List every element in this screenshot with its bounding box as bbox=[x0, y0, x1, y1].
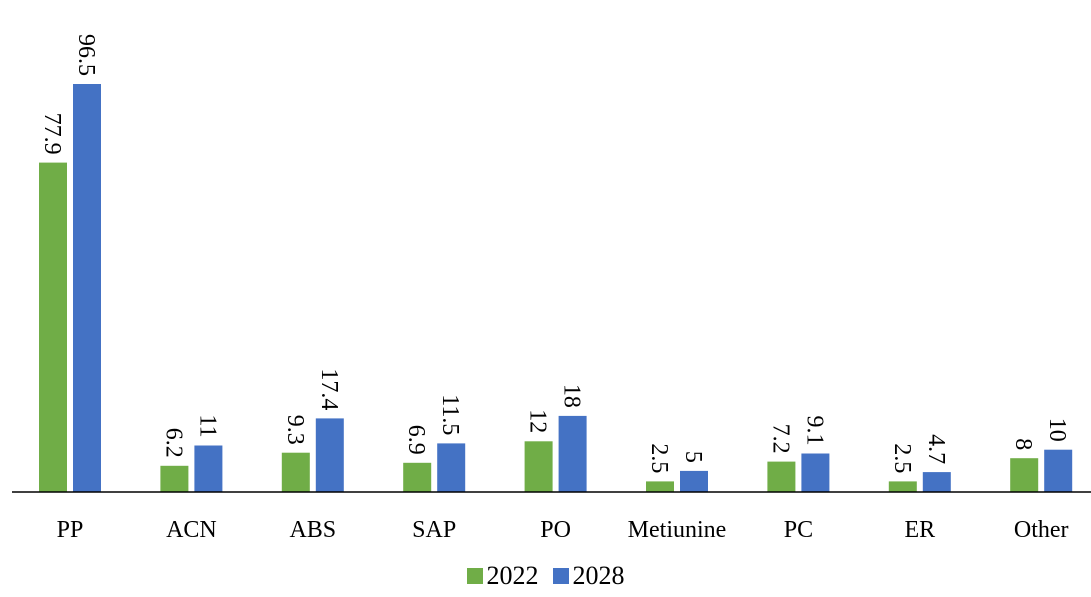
value-label-2028-pp: 96.5 bbox=[73, 34, 99, 76]
value-label-2028-po: 18 bbox=[559, 384, 585, 408]
legend-label-2028: 2028 bbox=[572, 561, 625, 590]
value-label-2022-pp: 77.9 bbox=[39, 113, 65, 155]
bar-2028-po bbox=[558, 415, 587, 492]
category-label-er: ER bbox=[904, 517, 935, 543]
value-label-2028-sap: 11.5 bbox=[437, 394, 463, 435]
value-label-2022-metiunine: 2.5 bbox=[646, 443, 672, 473]
category-label-pc: PC bbox=[784, 517, 813, 543]
value-label-2022-abs: 9.3 bbox=[282, 415, 308, 445]
value-label-2028-acn: 11 bbox=[194, 414, 220, 437]
bar-2022-pc bbox=[767, 461, 796, 492]
bar-2022-abs bbox=[281, 452, 310, 492]
category-label-abs: ABS bbox=[289, 517, 336, 543]
category-label-acn: ACN bbox=[166, 517, 217, 543]
bar-2022-sap bbox=[403, 462, 432, 492]
legend-swatch-2028 bbox=[552, 568, 569, 584]
legend-swatch-2022 bbox=[466, 568, 483, 584]
legend-label-2022: 2022 bbox=[486, 561, 539, 590]
bar-2028-acn bbox=[194, 445, 223, 492]
category-label-other: Other bbox=[1014, 517, 1069, 543]
bars-group bbox=[39, 84, 1073, 492]
bar-chart: 77.9 96.5 6.2 11 9.3 17.4 6.9 11.5 12 18 2.5 5 7.2 9.… bbox=[12, 34, 1091, 543]
category-labels-group: PP ACN ABS SAP PO Metiunine PC ER Other bbox=[57, 517, 1069, 543]
bar-2022-pp bbox=[39, 162, 67, 492]
legend-item-2022: 2022 bbox=[466, 561, 539, 591]
value-label-2022-po: 12 bbox=[525, 409, 551, 433]
bar-2028-abs bbox=[315, 418, 344, 492]
legend: 2022 2028 bbox=[0, 559, 1091, 593]
value-label-2028-other: 10 bbox=[1044, 418, 1070, 442]
value-label-2022-er: 2.5 bbox=[889, 443, 915, 473]
bar-2022-er bbox=[888, 481, 917, 492]
legend-item-2028: 2028 bbox=[552, 561, 625, 591]
value-label-2028-metiunine: 5 bbox=[680, 451, 706, 463]
bar-2022-po bbox=[524, 441, 553, 492]
bar-2022-other bbox=[1010, 458, 1039, 492]
value-label-2022-other: 8 bbox=[1010, 438, 1036, 450]
category-label-metiunine: Metiunine bbox=[628, 517, 727, 543]
bar-2022-acn bbox=[160, 465, 189, 492]
category-label-pp: PP bbox=[57, 517, 84, 543]
bar-2028-er bbox=[922, 472, 951, 492]
bar-2028-other bbox=[1044, 449, 1073, 492]
bar-2028-metiunine bbox=[680, 470, 708, 492]
value-label-2022-acn: 6.2 bbox=[160, 428, 186, 458]
value-label-2028-pc: 9.1 bbox=[801, 416, 827, 446]
category-label-sap: SAP bbox=[412, 517, 456, 543]
value-label-2028-abs: 17.4 bbox=[316, 368, 342, 410]
category-label-po: PO bbox=[540, 517, 571, 543]
value-label-2028-er: 4.7 bbox=[923, 434, 949, 464]
bar-2028-pp bbox=[73, 84, 101, 492]
value-labels-group: 77.9 96.5 6.2 11 9.3 17.4 6.9 11.5 12 18 2.5 5 7.2 9.… bbox=[39, 34, 1070, 473]
value-label-2022-sap: 6.9 bbox=[403, 425, 429, 455]
bar-2028-sap bbox=[437, 443, 466, 492]
bar-2028-pc bbox=[801, 453, 830, 492]
value-label-2022-pc: 7.2 bbox=[767, 424, 793, 454]
bar-2022-metiunine bbox=[646, 481, 674, 492]
